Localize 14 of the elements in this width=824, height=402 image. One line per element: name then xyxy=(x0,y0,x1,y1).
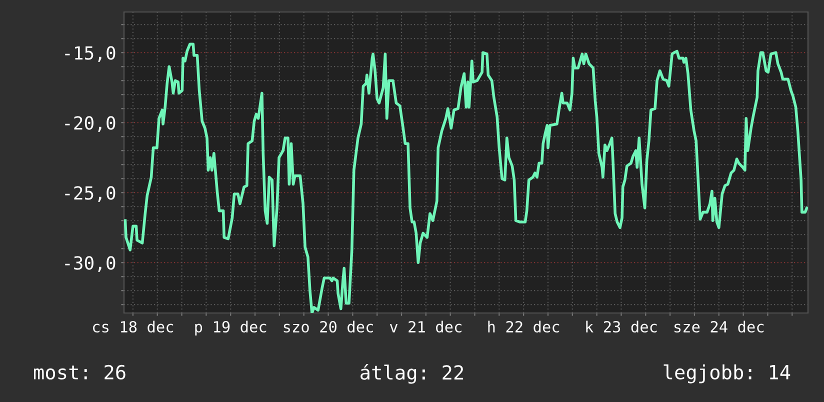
x-tick-label: szo 20 dec xyxy=(284,320,373,333)
y-tick-label: -25,0 xyxy=(65,186,116,202)
text: átlag: 22 xyxy=(360,364,464,384)
x-tick-label: sze 24 dec xyxy=(674,320,764,333)
x-tick-label: cs 18 dec xyxy=(93,320,174,333)
text: most: 26 xyxy=(34,364,126,380)
x-tick-label: k 23 dec xyxy=(586,320,657,333)
y-tick-label: -30,0 xyxy=(65,256,116,272)
x-tick-label: p 19 dec xyxy=(195,320,266,336)
y-tick-label: -20,0 xyxy=(65,116,116,132)
y-tick-label: -15,0 xyxy=(65,46,116,62)
text: legjobb: 14 xyxy=(664,364,790,384)
x-tick-label: h 22 dec xyxy=(488,320,560,333)
x-tick-label: v 21 dec xyxy=(390,320,462,333)
